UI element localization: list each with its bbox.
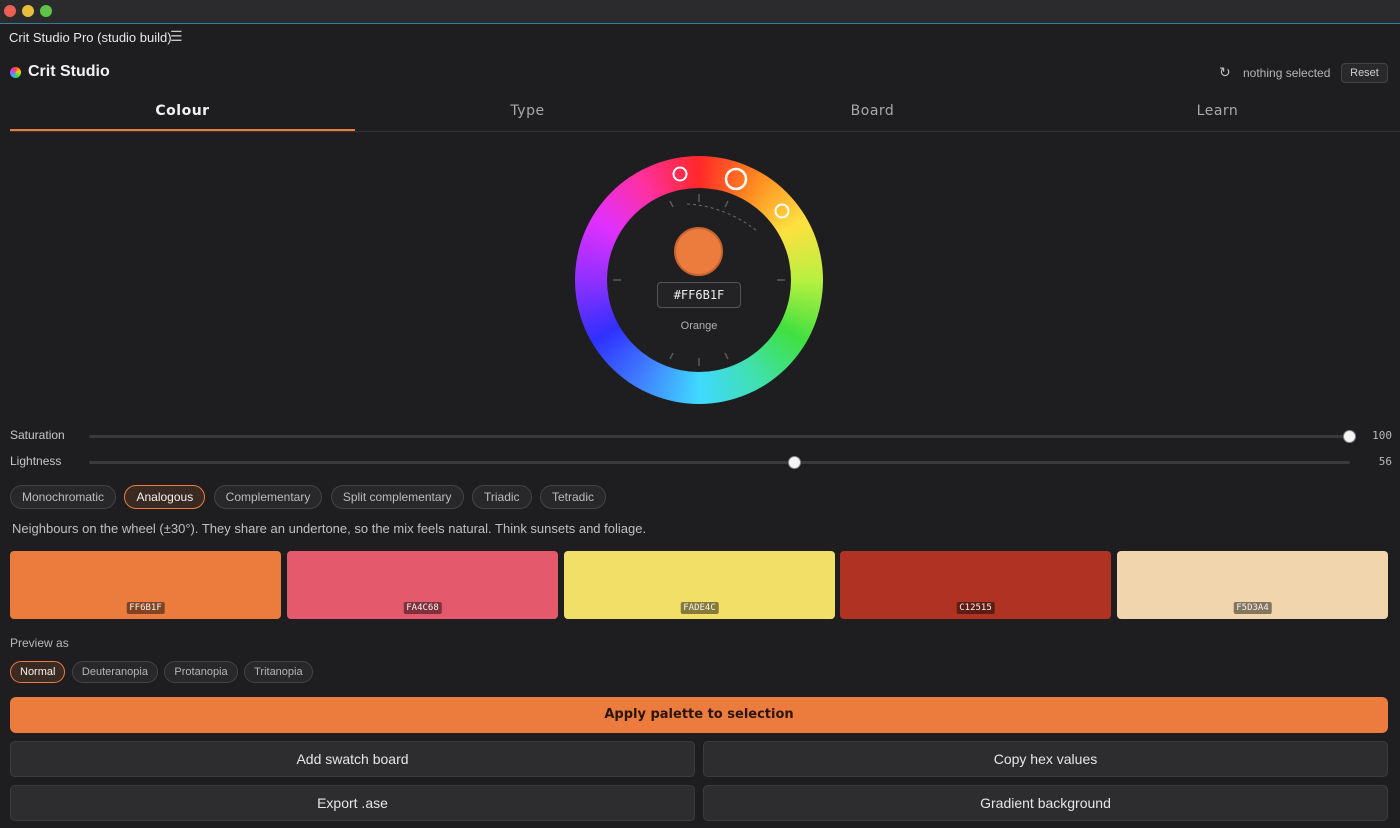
lightness-slider-row: Lightness 56	[10, 452, 1392, 472]
chip-triadic[interactable]: Triadic	[471, 485, 532, 509]
wheel-tick	[724, 200, 729, 208]
reset-button[interactable]: Reset	[1341, 63, 1388, 83]
app-menubar: Crit Studio Pro (studio build) ☰	[0, 25, 1400, 51]
export-ase-button[interactable]: Export .ase	[10, 785, 695, 821]
apply-palette-button[interactable]: Apply palette to selection	[10, 697, 1388, 733]
preview-deuteranopia[interactable]: Deuteranopia	[71, 661, 158, 683]
chip-analogous[interactable]: Analogous	[124, 485, 206, 509]
saturation-slider-row: Saturation 100	[10, 426, 1392, 446]
tab-board[interactable]: Board	[850, 103, 895, 119]
swatch-hex-label: FF6B1F	[126, 602, 165, 614]
refresh-icon[interactable]: ↻	[1219, 64, 1231, 80]
saturation-value: 100	[1372, 429, 1392, 442]
gradient-background-button[interactable]: Gradient background	[703, 785, 1388, 821]
app-title: Crit Studio Pro (studio build)	[9, 30, 172, 45]
preview-tritanopia[interactable]: Tritanopia	[244, 661, 313, 683]
harmony-handle[interactable]	[672, 166, 688, 182]
preview-normal[interactable]: Normal	[10, 661, 66, 683]
lightness-label: Lightness	[10, 454, 62, 468]
preview-protanopia[interactable]: Protanopia	[164, 661, 238, 683]
chip-monochromatic[interactable]: Monochromatic	[10, 485, 117, 509]
preview-as-label: Preview as	[10, 636, 69, 650]
harmony-arc	[686, 203, 758, 232]
saturation-track[interactable]	[89, 435, 1350, 438]
add-swatch-board-button[interactable]: Add swatch board	[10, 741, 695, 777]
close-window-button[interactable]	[4, 5, 16, 17]
palette-swatch[interactable]: FF6B1F	[10, 551, 281, 619]
swatch-hex-label: FA4C68	[403, 602, 442, 614]
zoom-window-button[interactable]	[40, 5, 52, 17]
wheel-tick	[724, 352, 729, 360]
brand-title: Crit Studio	[28, 63, 110, 80]
saturation-label: Saturation	[10, 428, 65, 442]
swatch-hex-label: F5D3A4	[1233, 602, 1272, 614]
colour-wheel[interactable]: #FF6B1F Orange	[575, 156, 823, 404]
palette-swatch[interactable]: C12515	[840, 551, 1111, 619]
wheel-overlay	[613, 166, 790, 366]
tab-type[interactable]: Type	[510, 103, 545, 119]
window-titlebar	[0, 0, 1400, 24]
saturation-thumb[interactable]	[1343, 430, 1356, 443]
wheel-tick	[669, 200, 674, 208]
chip-tetradic[interactable]: Tetradic	[540, 485, 607, 509]
palette-swatch[interactable]: F5D3A4	[1117, 551, 1388, 619]
palette-swatches: FF6B1F FA4C68 FADE4C C12515 F5D3A4	[10, 551, 1388, 619]
tab-learn[interactable]: Learn	[1196, 103, 1239, 119]
chip-complementary[interactable]: Complementary	[213, 485, 323, 509]
hex-input[interactable]: #FF6B1F	[657, 282, 741, 308]
plugin-header: Crit Studio ↻ nothing selected Reset	[0, 56, 1400, 90]
colour-name: Orange	[680, 320, 718, 332]
current-colour-swatch	[674, 227, 723, 276]
harmony-chip-group: Monochromatic Analogous Complementary Sp…	[10, 485, 1390, 509]
swatch-hex-label: FADE4C	[680, 602, 719, 614]
selection-status: nothing selected	[1243, 66, 1331, 80]
main-tabs: Colour Type Board Learn	[10, 92, 1400, 132]
copy-hex-button[interactable]: Copy hex values	[703, 741, 1388, 777]
chip-split-complementary[interactable]: Split complementary	[330, 485, 464, 509]
harmony-description: Neighbours on the wheel (±30°). They sha…	[12, 521, 647, 536]
harmony-handle[interactable]	[774, 203, 790, 219]
hamburger-icon[interactable]: ☰	[170, 28, 183, 44]
tab-colour[interactable]: Colour	[10, 92, 355, 131]
swatch-hex-label: C12515	[956, 602, 995, 614]
minimize-window-button[interactable]	[22, 5, 34, 17]
logo-icon	[10, 67, 21, 78]
lightness-track[interactable]	[89, 461, 1350, 464]
preview-chip-group: Normal Deuteranopia Protanopia Tritanopi…	[10, 661, 315, 683]
wheel-center	[607, 188, 791, 372]
palette-swatch[interactable]: FADE4C	[564, 551, 835, 619]
palette-swatch[interactable]: FA4C68	[287, 551, 558, 619]
primary-hue-handle[interactable]	[724, 167, 748, 191]
lightness-value: 56	[1378, 455, 1392, 468]
lightness-thumb[interactable]	[788, 456, 802, 469]
wheel-tick	[669, 352, 674, 360]
